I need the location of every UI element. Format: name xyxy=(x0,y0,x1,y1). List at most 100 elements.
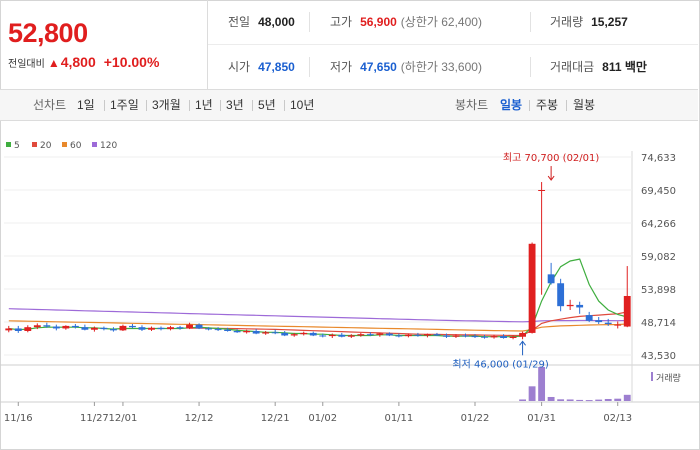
low-cell: 저가 47,650 (하한가 33,600) xyxy=(330,60,482,74)
candle-body xyxy=(252,331,260,334)
volume-cell: 거래량 15,257 xyxy=(550,15,628,29)
range-tab-2[interactable]: 3개월 xyxy=(152,98,181,112)
divider xyxy=(309,57,310,77)
volume-bar xyxy=(585,400,593,402)
change-row: 전일대비 ▲4,800 +10.00% xyxy=(8,54,159,70)
legend-label: 60 xyxy=(70,141,82,151)
change-label: 전일대비 xyxy=(8,59,45,70)
divider xyxy=(530,12,531,32)
high-value: 56,900 xyxy=(360,15,397,29)
x-tick-label: 01/11 xyxy=(384,413,413,424)
x-tick-label: 12/01 xyxy=(109,413,138,424)
candle-body xyxy=(576,304,584,308)
volume-bar xyxy=(566,399,574,401)
y-tick-label: 43,530 xyxy=(641,351,676,362)
candle-body xyxy=(338,334,346,337)
candle-body xyxy=(557,283,565,307)
candle-body xyxy=(176,327,184,329)
candle-body xyxy=(262,332,270,334)
candle-body xyxy=(14,328,22,332)
candle-body xyxy=(5,328,13,331)
open-cell: 시가 47,850 xyxy=(228,60,295,74)
x-tick-label: 01/31 xyxy=(527,413,556,424)
upper-limit: (상한가 62,400) xyxy=(400,15,482,29)
divider xyxy=(284,100,285,111)
candle-body xyxy=(404,334,412,337)
volume-bar xyxy=(538,367,546,401)
divider xyxy=(146,100,147,111)
candle-body xyxy=(195,324,203,329)
divider xyxy=(309,12,310,32)
candle-body xyxy=(224,329,232,332)
candle-body xyxy=(62,325,70,329)
range-tab-1[interactable]: 1주일 xyxy=(110,98,139,112)
prev-close-cell: 전일 48,000 xyxy=(228,15,295,29)
candle-body xyxy=(443,335,450,337)
stock-chart: 74,633 69,450 64,266 59,082 53,898 48,714 43,5… xyxy=(0,141,700,424)
candle-body xyxy=(119,325,127,331)
x-tick-label: 01/02 xyxy=(308,413,337,424)
range-tab-4[interactable]: 3년 xyxy=(226,98,244,112)
candle-body xyxy=(243,331,251,333)
amount-value: 811 xyxy=(602,60,622,74)
candle-body xyxy=(595,320,603,323)
candle-body xyxy=(157,327,165,330)
x-tick-label: 02/13 xyxy=(603,413,632,424)
candle-body xyxy=(271,332,279,334)
candle-body xyxy=(547,274,555,284)
volume-bar xyxy=(576,399,584,401)
divider xyxy=(220,100,221,111)
volume-bar xyxy=(614,398,622,401)
candle-body xyxy=(614,324,622,326)
change-amount: 4,800 xyxy=(60,54,96,70)
x-tick-label: 11/16 xyxy=(4,413,33,424)
divider xyxy=(189,100,190,111)
volume-bar xyxy=(528,386,536,401)
amount-unit: 백만 xyxy=(624,60,647,74)
candle-body xyxy=(43,325,51,327)
candle-body xyxy=(452,335,460,337)
candle-body xyxy=(319,335,327,337)
current-price: 52,800 xyxy=(8,18,88,48)
candle-body xyxy=(395,335,403,337)
divider xyxy=(530,57,531,77)
candle-body xyxy=(376,333,384,335)
x-tick-label: 01/22 xyxy=(461,413,490,424)
range-tab-6[interactable]: 10년 xyxy=(290,98,315,112)
candle-body xyxy=(528,243,536,333)
candle-body xyxy=(71,325,79,328)
high-annotation: 최고 70,700 (02/01) xyxy=(503,152,599,164)
y-tick-label: 74,633 xyxy=(641,153,676,164)
lower-limit: (하한가 33,600) xyxy=(400,60,482,74)
candle-tab-2[interactable]: 월봉 xyxy=(573,98,596,112)
legend-swatch xyxy=(92,142,97,147)
range-tab-5[interactable]: 5년 xyxy=(258,98,276,112)
y-tick-label: 48,714 xyxy=(641,318,676,329)
candle-body xyxy=(328,334,336,337)
range-tab-3[interactable]: 1년 xyxy=(195,98,213,112)
candle-body xyxy=(167,327,174,330)
divider xyxy=(529,100,530,111)
candle-chart-label: 봉차트 xyxy=(455,98,489,112)
candle-body xyxy=(433,334,441,336)
x-tick-label: 12/12 xyxy=(185,413,214,424)
candle-body xyxy=(138,327,146,330)
divider xyxy=(566,100,567,111)
low-annotation: 최저 46,000 (01/29) xyxy=(452,358,548,370)
amount-cell: 거래대금 811 백만 xyxy=(550,60,647,74)
legend-swatch xyxy=(32,142,37,147)
candle-body xyxy=(347,335,355,337)
high-arrow-head xyxy=(547,175,555,181)
candle-body xyxy=(623,295,631,327)
volume-bar xyxy=(604,398,612,401)
range-tab-0[interactable]: 1일 xyxy=(77,98,95,112)
price-summary: 52,800 전일대비 ▲4,800 +10.00% xyxy=(0,0,208,89)
line-chart-label: 선차트 xyxy=(33,98,67,112)
candle-tab-1[interactable]: 주봉 xyxy=(536,98,559,112)
volume-bar xyxy=(519,399,527,401)
candle-body xyxy=(462,335,469,337)
candle-body xyxy=(566,304,574,307)
candle-body xyxy=(52,326,60,329)
candle-body xyxy=(585,315,593,321)
candle-tab-0[interactable]: 일봉 xyxy=(500,98,523,112)
